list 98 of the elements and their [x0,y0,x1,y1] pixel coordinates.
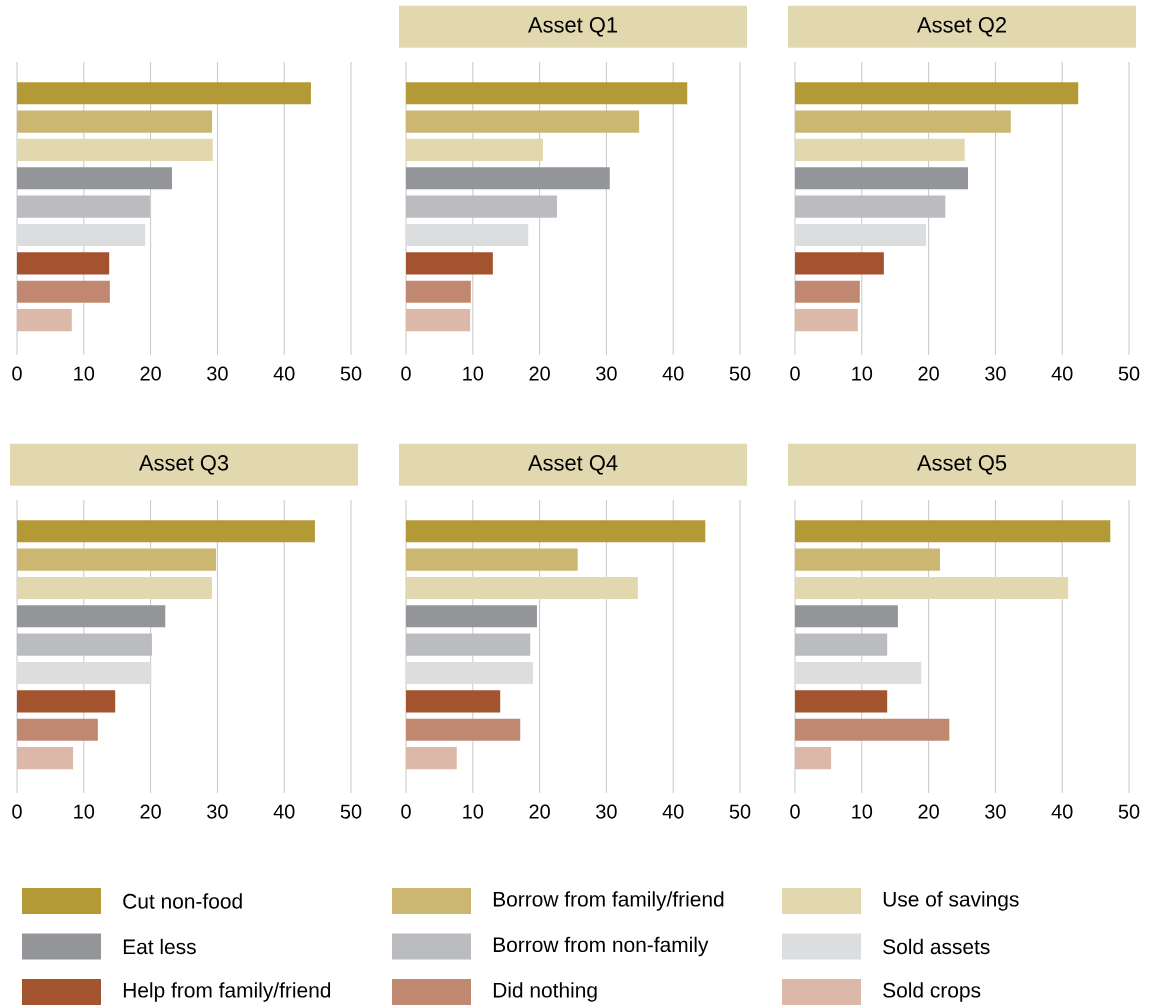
x-tick-label: 50 [729,366,751,381]
bar [17,110,213,133]
x-tick-label: 30 [985,366,1006,381]
bar [406,718,521,741]
bar [795,520,1111,543]
x-tick-label: 20 [529,366,550,381]
bar [17,548,217,571]
bar [17,280,110,303]
x-tick-label: 0 [12,804,22,819]
x-tick-label: 0 [790,804,800,819]
bar [17,223,146,247]
bar [17,82,311,105]
bar [406,690,501,713]
legend-label: Eat less [123,938,196,955]
legend-label: Sold crops [883,982,981,1002]
bar [795,605,898,628]
x-tick-label: 50 [729,804,751,819]
bar [406,280,471,303]
x-tick-label: 10 [74,366,95,381]
chart-title: Asset Q2 [916,17,1006,37]
bar [406,309,471,332]
x-tick-label: 20 [140,804,161,819]
bar [17,520,315,543]
bar [406,747,457,770]
x-tick-label: 40 [1051,804,1073,819]
legend-label: Use of savings [883,891,1019,911]
bar [17,747,74,770]
bar [17,718,98,741]
x-tick-label: 40 [662,366,684,381]
bar [406,167,610,190]
x-tick-label: 40 [662,804,684,819]
bar [17,167,172,190]
bar [17,661,152,685]
chart-title: Asset Q3 [138,455,229,475]
bar [17,576,213,599]
x-tick-label: 30 [207,804,228,819]
x-tick-label: 40 [1051,366,1073,381]
bar [406,223,529,247]
x-tick-label: 40 [273,366,295,381]
bar [406,661,533,685]
x-tick-label: 20 [918,366,939,381]
bar [17,605,166,628]
bar [795,82,1079,105]
bar [406,138,543,161]
x-tick-label: 10 [463,366,484,381]
x-tick-label: 10 [74,804,95,819]
x-tick-label: 50 [1118,366,1140,381]
x-tick-label: 10 [463,804,484,819]
legend-label: Help from family/friend [123,982,331,1002]
bar [795,280,860,303]
x-tick-label: 0 [790,366,800,381]
bar [406,576,638,599]
bar [406,252,493,275]
x-tick-label: 0 [401,366,411,381]
x-tick-label: 20 [140,366,161,381]
bar [17,138,213,161]
x-tick-label: 30 [207,366,228,381]
x-tick-label: 10 [852,804,873,819]
bar [17,309,72,332]
bar [795,309,858,332]
chart-title: Asset Q5 [916,455,1007,475]
x-tick-label: 30 [596,804,617,819]
bar [795,110,1011,133]
x-tick-label: 10 [852,366,873,381]
x-tick-label: 30 [985,804,1006,819]
x-tick-label: 0 [12,366,22,381]
bar [795,718,950,741]
bar [406,605,537,628]
bar [795,576,1069,599]
legend-label: Cut non-food [123,893,242,909]
x-tick-label: 50 [340,804,362,819]
bar [795,138,965,161]
x-tick-label: 0 [401,804,411,819]
x-tick-label: 30 [596,366,617,381]
bar [406,82,688,105]
bar [795,690,888,713]
chart-title: Asset Q4 [527,455,618,475]
bar [17,690,116,713]
bar [795,223,926,247]
x-tick-label: 40 [273,804,295,819]
bar [795,661,922,685]
legend-label: Borrow from non-family [493,936,709,957]
bar [795,252,884,275]
x-tick-label: 50 [340,366,362,381]
bar [406,520,706,543]
bar [795,548,940,571]
bar [406,548,578,571]
bar [795,747,832,770]
legend-label: Sold assets [883,938,990,955]
bar [795,167,969,190]
x-tick-label: 20 [529,804,550,819]
x-tick-label: 20 [918,804,939,819]
legend-label: Did nothing [493,982,597,1002]
x-tick-label: 50 [1118,804,1140,819]
bar [406,110,640,133]
chart-title: Asset Q1 [527,17,617,37]
legend-label: Borrow from family/friend [493,891,724,911]
bar [17,252,110,275]
